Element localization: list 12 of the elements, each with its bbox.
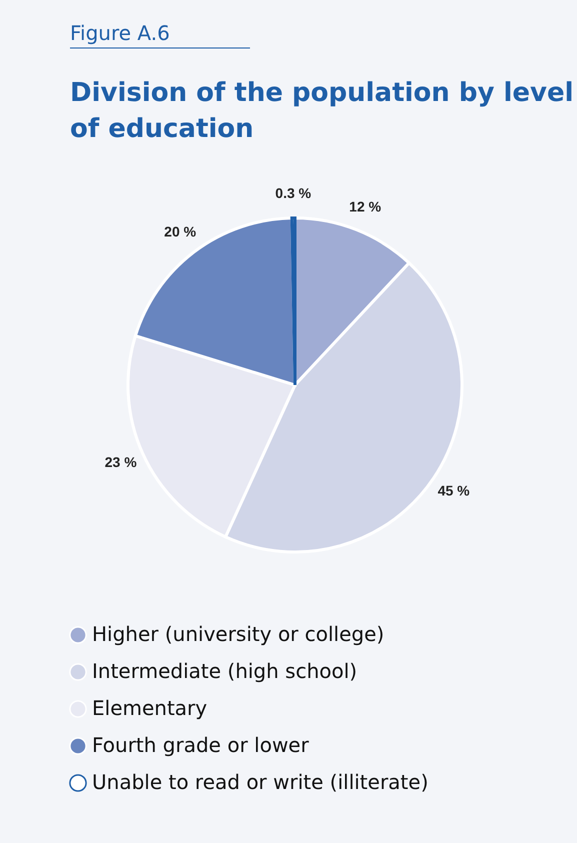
text: Figure A.6 <box>70 21 170 45</box>
chart-title: Division of the population by level of education <box>70 78 574 144</box>
legend-label: Elementary <box>92 696 208 720</box>
data-label: 20 % <box>164 223 197 240</box>
legend-label: Intermediate (high school) <box>92 659 358 683</box>
legend-label: Higher (university or college) <box>92 622 384 646</box>
data-label: 45 % <box>438 482 470 498</box>
legend-label: Unable to read or write (illiterate) <box>92 770 428 794</box>
data-label: 23 % <box>104 454 138 470</box>
data-label: 0.3 % <box>275 185 312 202</box>
data-label: 12 % <box>349 198 382 214</box>
legend-label: Fourth grade or lower <box>92 733 310 757</box>
